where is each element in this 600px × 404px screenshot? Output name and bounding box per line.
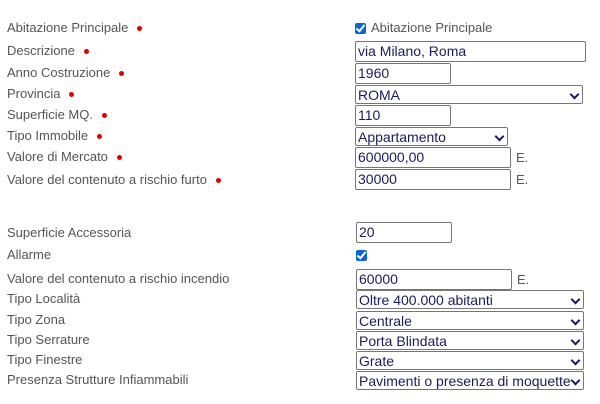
required-indicator <box>101 113 107 119</box>
label-valore-mercato: Valore di Mercato <box>7 149 122 165</box>
anno-costruzione-input[interactable]: 1960 <box>355 63 451 84</box>
contenuto-incendio-input[interactable]: 60000 <box>356 269 512 290</box>
abitazione-principale-checkbox-label[interactable]: Abitazione Principale <box>371 20 493 35</box>
tipo-finestre-value: Grate <box>359 353 395 369</box>
tipo-immobile-select[interactable]: Appartamento <box>355 127 508 146</box>
label-tipo-serrature: Tipo Serrature <box>7 332 90 347</box>
allarme-checkbox[interactable] <box>356 250 367 261</box>
chevron-down-icon <box>570 375 581 386</box>
label-tipo-localita: Tipo Località <box>7 291 81 306</box>
chevron-down-icon <box>494 131 505 142</box>
label-anno-costruzione: Anno Costruzione <box>7 65 125 81</box>
currency-unit: E. <box>517 272 530 287</box>
chevron-down-icon <box>570 355 581 366</box>
label-superficie-accessoria: Superficie Accessoria <box>7 225 132 240</box>
superficie-accessoria-input[interactable]: 20 <box>356 222 452 243</box>
required-indicator <box>69 92 75 98</box>
tipo-localita-value: Oltre 400.000 abitanti <box>359 292 493 308</box>
chevron-down-icon <box>569 89 580 100</box>
label-allarme: Allarme <box>7 247 52 262</box>
tipo-finestre-select[interactable]: Grate <box>356 351 584 370</box>
label-descrizione: Descrizione <box>7 43 89 59</box>
required-indicator <box>215 178 221 184</box>
strutture-infiammabili-select[interactable]: Pavimenti o presenza di moquette <box>356 371 584 390</box>
chevron-down-icon <box>570 294 581 305</box>
label-provincia: Provincia <box>7 86 75 102</box>
descrizione-input[interactable]: via Milano, Roma <box>355 41 586 62</box>
label-tipo-immobile: Tipo Immobile <box>7 128 103 144</box>
required-indicator <box>97 134 103 140</box>
label-abitazione-principale: Abitazione Principale <box>7 20 143 36</box>
label-strutture-infiammabili: Presenza Strutture Infiammabili <box>7 372 189 387</box>
tipo-zona-select[interactable]: Centrale <box>356 311 584 330</box>
tipo-serrature-select[interactable]: Porta Blindata <box>356 331 584 350</box>
provincia-value: ROMA <box>358 87 400 103</box>
required-indicator <box>137 26 143 32</box>
required-indicator <box>83 49 89 55</box>
chevron-down-icon <box>570 315 581 326</box>
currency-unit: E. <box>516 150 529 165</box>
label-tipo-finestre: Tipo Finestre <box>7 352 83 367</box>
provincia-select[interactable]: ROMA <box>355 85 583 104</box>
abitazione-principale-checkbox[interactable] <box>355 23 366 34</box>
tipo-serrature-value: Porta Blindata <box>359 333 447 349</box>
label-contenuto-incendio: Valore del contenuto a rischio incendio <box>7 271 230 286</box>
valore-mercato-input[interactable]: 600000,00 <box>355 147 511 168</box>
strutture-infiammabili-value: Pavimenti o presenza di moquette <box>359 373 571 389</box>
label-superficie-mq: Superficie MQ. <box>7 107 107 123</box>
label-tipo-zona: Tipo Zona <box>7 312 66 327</box>
superficie-mq-input[interactable]: 110 <box>355 105 451 126</box>
chevron-down-icon <box>570 335 581 346</box>
contenuto-furto-input[interactable]: 30000 <box>355 169 511 190</box>
required-indicator <box>119 71 125 77</box>
tipo-immobile-value: Appartamento <box>358 129 446 145</box>
required-indicator <box>116 155 122 161</box>
label-contenuto-furto: Valore del contenuto a rischio furto <box>7 172 221 188</box>
tipo-zona-value: Centrale <box>359 313 412 329</box>
currency-unit: E. <box>516 172 529 187</box>
tipo-localita-select[interactable]: Oltre 400.000 abitanti <box>356 290 584 309</box>
